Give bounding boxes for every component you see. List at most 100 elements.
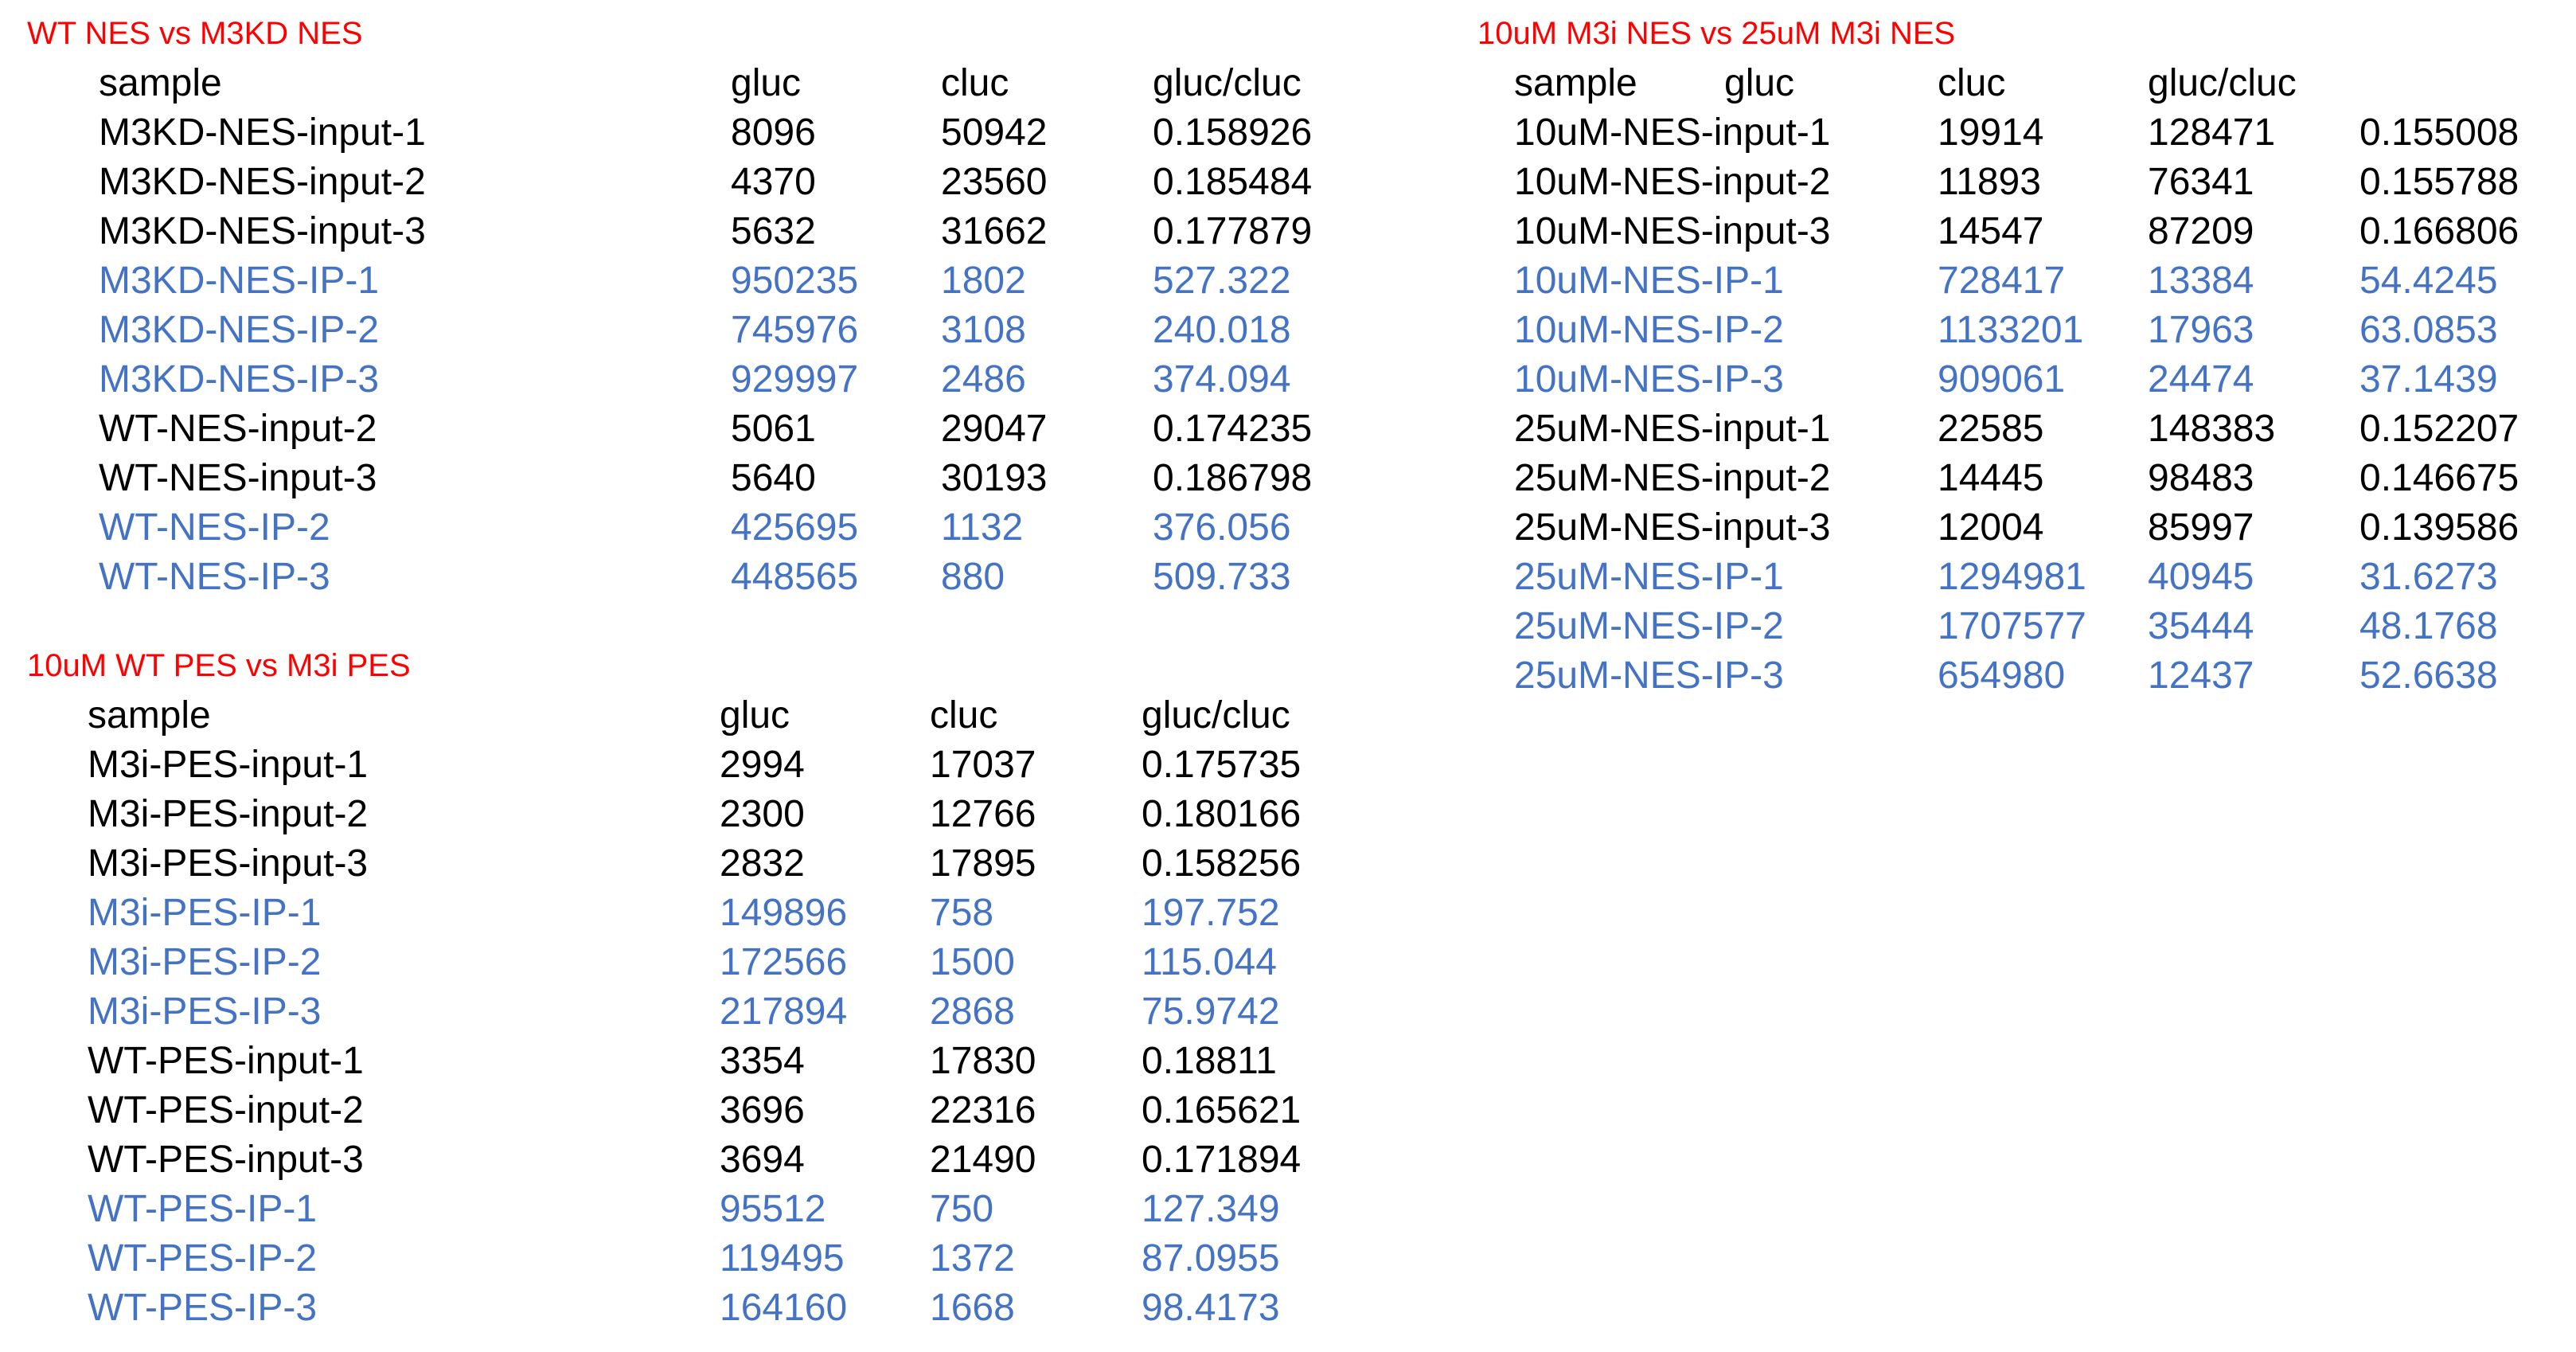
sample-cell: 25uM-NES-IP-3 xyxy=(1514,655,1784,697)
cluc-cell: 2868 xyxy=(930,991,1015,1033)
gluc-cell: 654980 xyxy=(1938,655,2066,697)
gluc-cell: 3694 xyxy=(720,1139,805,1181)
table-wt-vs-m3kd-nes: WT NES vs M3KD NES sample gluc cluc gluc/cl… xyxy=(0,0,1353,621)
sample-cell: WT-PES-input-1 xyxy=(88,1040,364,1082)
gluc-cell: 14547 xyxy=(1938,210,2044,252)
ratio-header: gluc/cluc xyxy=(2148,62,2297,104)
gluc-cell: 5632 xyxy=(731,210,816,252)
cluc-cell: 24474 xyxy=(2148,358,2254,401)
gluc-cell: 14445 xyxy=(1938,457,2044,499)
ratio-cell: 31.6273 xyxy=(2359,556,2498,598)
gluc-cell: 5640 xyxy=(731,457,816,499)
ratio-cell: 52.6638 xyxy=(2359,655,2498,697)
table-row: WT-PES-IP-1 95512 750 127.349 xyxy=(0,1185,1353,1234)
gluc-cell: 1133201 xyxy=(1938,309,2084,351)
cluc-cell: 17037 xyxy=(930,744,1036,786)
sample-cell: M3i-PES-IP-2 xyxy=(88,941,322,983)
table-row: WT-PES-input-1 3354 17830 0.18811 xyxy=(0,1037,1353,1086)
ratio-header: gluc/cluc xyxy=(1142,694,1290,737)
sample-cell: WT-NES-input-3 xyxy=(99,457,377,499)
gluc-cell: 22585 xyxy=(1938,408,2044,450)
gluc-cell: 1707577 xyxy=(1938,605,2086,647)
cluc-cell: 31662 xyxy=(941,210,1048,252)
ratio-cell: 0.175735 xyxy=(1142,744,1302,786)
gluc-cell: 95512 xyxy=(720,1188,826,1230)
ratio-cell: 75.9742 xyxy=(1142,991,1280,1033)
ratio-cell: 0.174235 xyxy=(1153,408,1313,450)
table-title: WT NES vs M3KD NES xyxy=(27,16,363,51)
gluc-cell: 4370 xyxy=(731,161,816,203)
cluc-cell: 30193 xyxy=(941,457,1048,499)
gluc-cell: 8096 xyxy=(731,111,816,154)
sample-cell: M3KD-NES-input-2 xyxy=(99,161,426,203)
table-title: 10uM M3i NES vs 25uM M3i NES xyxy=(1477,16,1956,51)
sample-cell: WT-PES-input-3 xyxy=(88,1139,364,1181)
sample-cell: M3KD-NES-input-1 xyxy=(99,111,426,154)
ratio-cell: 0.155008 xyxy=(2359,111,2519,154)
cluc-cell: 17830 xyxy=(930,1040,1036,1082)
table-row: M3i-PES-IP-3 217894 2868 75.9742 xyxy=(0,987,1353,1037)
ratio-cell: 127.349 xyxy=(1142,1188,1280,1230)
cluc-cell: 1802 xyxy=(941,260,1026,302)
sample-cell: 25uM-NES-input-3 xyxy=(1514,506,1831,549)
table-row: M3i-PES-input-2 2300 12766 0.180166 xyxy=(0,790,1353,839)
gluc-cell: 12004 xyxy=(1938,506,2044,549)
ratio-cell: 0.18811 xyxy=(1142,1040,1277,1082)
ratio-cell: 0.165621 xyxy=(1142,1089,1302,1131)
ratio-cell: 0.146675 xyxy=(2359,457,2519,499)
gluc-cell: 164160 xyxy=(720,1287,848,1329)
table-row: M3i-PES-input-1 2994 17037 0.175735 xyxy=(0,740,1353,790)
ratio-cell: 374.094 xyxy=(1153,358,1291,401)
sample-cell: M3KD-NES-IP-1 xyxy=(99,260,380,302)
sample-cell: WT-PES-IP-1 xyxy=(88,1188,318,1230)
cluc-cell: 87209 xyxy=(2148,210,2254,252)
table-row: 25uM-NES-IP-3 654980 12437 52.6638 xyxy=(1465,651,2576,701)
table-row: M3KD-NES-IP-1 950235 1802 527.322 xyxy=(0,256,1353,306)
gluc-cell: 425695 xyxy=(731,506,859,549)
gluc-cell: 19914 xyxy=(1938,111,2044,154)
table-row: 25uM-NES-input-2 14445 98483 0.146675 xyxy=(1465,454,2576,503)
gluc-cell: 2832 xyxy=(720,842,805,885)
sample-cell: 25uM-NES-input-2 xyxy=(1514,457,1831,499)
ratio-cell: 54.4245 xyxy=(2359,260,2498,302)
table-row: WT-NES-input-2 5061 29047 0.174235 xyxy=(0,404,1353,454)
cluc-cell: 1668 xyxy=(930,1287,1015,1329)
table-row: 25uM-NES-IP-1 1294981 40945 31.6273 xyxy=(1465,553,2576,602)
ratio-header: gluc/cluc xyxy=(1153,62,1302,104)
ratio-cell: 37.1439 xyxy=(2359,358,2498,401)
gluc-header: gluc xyxy=(720,694,790,737)
table-row: 25uM-NES-IP-2 1707577 35444 48.1768 xyxy=(1465,602,2576,651)
gluc-cell: 3354 xyxy=(720,1040,805,1082)
cluc-header: cluc xyxy=(930,694,998,737)
table-row: WT-PES-IP-2 119495 1372 87.0955 xyxy=(0,1234,1353,1284)
cluc-cell: 750 xyxy=(930,1188,994,1230)
cluc-cell: 128471 xyxy=(2148,111,2276,154)
cluc-cell: 85997 xyxy=(2148,506,2254,549)
table-row: M3i-PES-IP-1 149896 758 197.752 xyxy=(0,889,1353,938)
sample-cell: WT-NES-input-2 xyxy=(99,408,377,450)
cluc-cell: 35444 xyxy=(2148,605,2254,647)
table-header-row: sample gluc cluc gluc/cluc xyxy=(1465,59,2576,108)
gluc-header: gluc xyxy=(731,62,802,104)
cluc-cell: 880 xyxy=(941,556,1005,598)
table-row: WT-NES-input-3 5640 30193 0.186798 xyxy=(0,454,1353,503)
table-row: 10uM-NES-input-2 11893 76341 0.155788 xyxy=(1465,158,2576,207)
cluc-cell: 22316 xyxy=(930,1089,1036,1131)
cluc-header: cluc xyxy=(941,62,1009,104)
sample-cell: WT-PES-IP-2 xyxy=(88,1237,318,1280)
cluc-cell: 1500 xyxy=(930,941,1015,983)
gluc-cell: 217894 xyxy=(720,991,848,1033)
gluc-cell: 5061 xyxy=(731,408,816,450)
ratio-cell: 376.056 xyxy=(1153,506,1291,549)
cluc-cell: 1132 xyxy=(941,506,1024,549)
cluc-header: cluc xyxy=(1938,62,2006,104)
ratio-cell: 0.158256 xyxy=(1142,842,1302,885)
sample-cell: 10uM-NES-IP-3 xyxy=(1514,358,1784,401)
cluc-cell: 50942 xyxy=(941,111,1048,154)
sample-header: sample xyxy=(1514,62,1637,104)
cluc-cell: 3108 xyxy=(941,309,1026,351)
table-row: M3KD-NES-input-2 4370 23560 0.185484 xyxy=(0,158,1353,207)
table-10um-vs-25um-m3i-nes: 10uM M3i NES vs 25uM M3i NES sample gluc c… xyxy=(1465,0,2576,717)
sample-cell: M3KD-NES-IP-3 xyxy=(99,358,380,401)
sample-cell: 25uM-NES-IP-1 xyxy=(1514,556,1784,598)
